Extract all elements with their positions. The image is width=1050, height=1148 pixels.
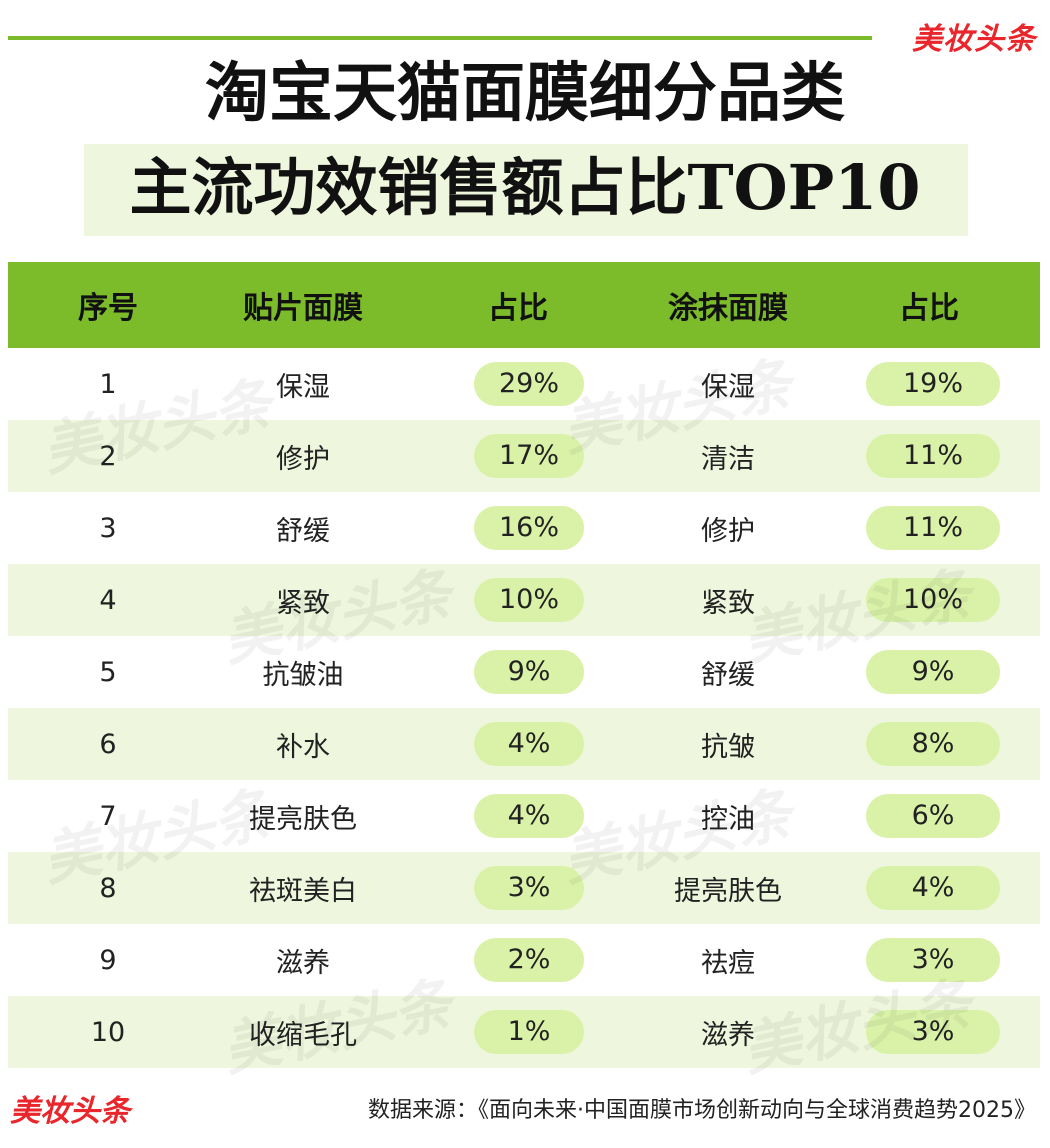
sheet-mask-cell: 抗皱油 (262, 659, 344, 691)
table-body: 1 保湿 29% 保湿 19% 2 修护 17% 清洁 11% 3 舒缓 16% 修护 11% 4 紧致 10% 紧… (8, 348, 1040, 1068)
cream-mask-cell: 滋养 (701, 1019, 755, 1051)
table-row: 1 保湿 29% 保湿 19% (8, 348, 1040, 420)
rank-cell: 4 (99, 584, 117, 616)
rank-cell: 5 (99, 656, 117, 688)
cream-mask-cell: 保湿 (701, 371, 755, 403)
page-title: 淘宝天猫面膜细分品类 (205, 56, 845, 131)
table-row: 7 提亮肤色 4% 控油 6% (8, 780, 1040, 852)
cream-share-cell: 11% (818, 506, 1040, 550)
cream-share-pill: 4% (866, 866, 1000, 910)
table-row: 10 收缩毛孔 1% 滋养 3% (8, 996, 1040, 1068)
rank-cell: 10 (90, 1016, 126, 1048)
sheet-share-pill: 9% (474, 650, 584, 694)
sheet-share-cell: 9% (398, 650, 638, 694)
cream-share-pill: 6% (866, 794, 1000, 838)
cream-share-pill: 3% (866, 938, 1000, 982)
cream-share-pill: 8% (866, 722, 1000, 766)
cream-mask-cell: 舒缓 (701, 659, 755, 691)
header-sheet-share: 占比 (488, 291, 548, 326)
cream-share-pill: 9% (866, 650, 1000, 694)
ranking-table: 序号 贴片面膜 占比 涂抹面膜 占比 1 保湿 29% 保湿 19% 2 修护 17% 清洁 11… (8, 262, 1040, 1068)
sheet-mask-cell: 保湿 (276, 371, 330, 403)
sheet-share-cell: 17% (398, 434, 638, 478)
rank-cell: 1 (99, 368, 117, 400)
sheet-share-pill: 29% (474, 362, 584, 406)
sheet-share-cell: 4% (398, 794, 638, 838)
sheet-share-pill: 10% (474, 578, 584, 622)
rank-cell: 6 (99, 728, 117, 760)
sheet-share-pill: 3% (474, 866, 584, 910)
table-row: 9 滋养 2% 祛痘 3% (8, 924, 1040, 996)
sheet-mask-cell: 提亮肤色 (249, 803, 357, 835)
rank-cell: 3 (99, 512, 117, 544)
cream-share-pill: 11% (866, 506, 1000, 550)
sheet-mask-cell: 滋养 (276, 947, 330, 979)
cream-share-pill: 11% (866, 434, 1000, 478)
sheet-mask-cell: 补水 (276, 731, 330, 763)
top-divider (8, 36, 872, 40)
cream-mask-cell: 提亮肤色 (674, 875, 782, 907)
sheet-mask-cell: 修护 (276, 443, 330, 475)
table-row: 8 祛斑美白 3% 提亮肤色 4% (8, 852, 1040, 924)
cream-share-cell: 3% (818, 938, 1040, 982)
sheet-share-cell: 29% (398, 362, 638, 406)
cream-share-pill: 10% (866, 578, 1000, 622)
cream-share-pill: 3% (866, 1010, 1000, 1054)
rank-cell: 2 (99, 440, 117, 472)
sheet-share-cell: 1% (398, 1010, 638, 1054)
rank-cell: 9 (99, 944, 117, 976)
sheet-mask-cell: 舒缓 (276, 515, 330, 547)
sheet-share-cell: 16% (398, 506, 638, 550)
sheet-share-pill: 2% (474, 938, 584, 982)
sheet-share-cell: 4% (398, 722, 638, 766)
table-row: 2 修护 17% 清洁 11% (8, 420, 1040, 492)
header-sheet-mask: 贴片面膜 (243, 291, 363, 326)
brand-logo: 美妆头条 (912, 22, 1036, 57)
sheet-share-cell: 2% (398, 938, 638, 982)
cream-share-cell: 8% (818, 722, 1040, 766)
sheet-share-pill: 4% (474, 794, 584, 838)
cream-mask-cell: 祛痘 (701, 947, 755, 979)
cream-mask-cell: 修护 (701, 515, 755, 547)
table-row: 4 紧致 10% 紧致 10% (8, 564, 1040, 636)
header-cream-mask: 涂抹面膜 (668, 291, 788, 326)
header-cream-share: 占比 (899, 291, 959, 326)
sheet-share-pill: 4% (474, 722, 584, 766)
rank-cell: 7 (99, 800, 117, 832)
sheet-share-pill: 1% (474, 1010, 584, 1054)
cream-share-cell: 9% (818, 650, 1040, 694)
table-row: 6 补水 4% 抗皱 8% (8, 708, 1040, 780)
cream-share-pill: 19% (866, 362, 1000, 406)
page-subtitle: 主流功效销售额占比TOP10 (129, 151, 921, 224)
sheet-share-cell: 3% (398, 866, 638, 910)
cream-share-cell: 19% (818, 362, 1040, 406)
sheet-share-pill: 17% (474, 434, 584, 478)
data-source-note: 数据来源：《面向未来·中国面膜市场创新动向与全球消费趋势2025》 (368, 1098, 1036, 1123)
sheet-mask-cell: 祛斑美白 (249, 875, 357, 907)
header-rank: 序号 (78, 291, 138, 326)
cream-mask-cell: 紧致 (701, 587, 755, 619)
cream-mask-cell: 抗皱 (701, 731, 755, 763)
cream-mask-cell: 清洁 (701, 443, 755, 475)
table-header: 序号 贴片面膜 占比 涂抹面膜 占比 (8, 262, 1040, 348)
cream-share-cell: 11% (818, 434, 1040, 478)
footer-brand-logo: 美妆头条 (10, 1094, 130, 1129)
table-row: 5 抗皱油 9% 舒缓 9% (8, 636, 1040, 708)
sheet-mask-cell: 紧致 (276, 587, 330, 619)
rank-cell: 8 (99, 872, 117, 904)
subtitle-highlight (84, 144, 968, 236)
sheet-share-pill: 16% (474, 506, 584, 550)
table-row: 3 舒缓 16% 修护 11% (8, 492, 1040, 564)
sheet-share-cell: 10% (398, 578, 638, 622)
cream-share-cell: 4% (818, 866, 1040, 910)
cream-mask-cell: 控油 (701, 803, 755, 835)
cream-share-cell: 6% (818, 794, 1040, 838)
cream-share-cell: 10% (818, 578, 1040, 622)
sheet-mask-cell: 收缩毛孔 (249, 1019, 357, 1051)
cream-share-cell: 3% (818, 1010, 1040, 1054)
